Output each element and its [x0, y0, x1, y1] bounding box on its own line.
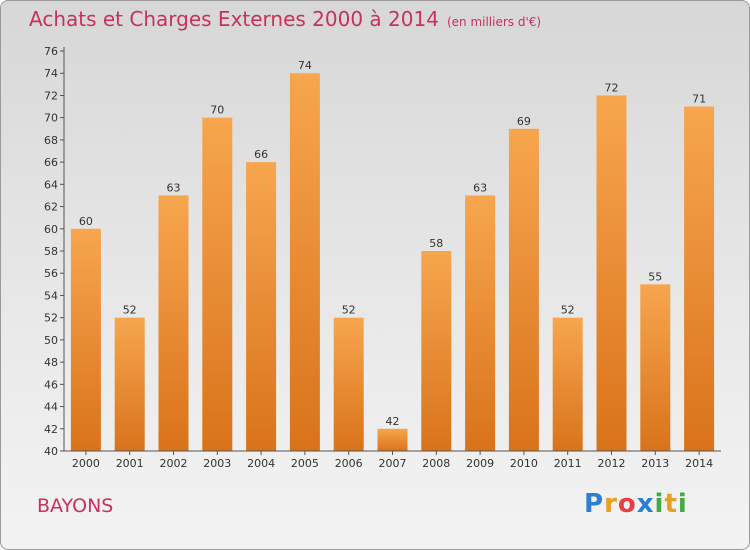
- bar-value-label: 66: [254, 148, 268, 161]
- y-tick-label: 66: [44, 156, 58, 169]
- x-tick-label: 2005: [291, 457, 319, 470]
- y-tick-label: 70: [44, 112, 58, 125]
- bar: [684, 106, 715, 452]
- x-tick-label: 2002: [160, 457, 188, 470]
- bar: [465, 195, 496, 451]
- x-tick-label: 2006: [335, 457, 363, 470]
- bar: [421, 251, 452, 451]
- x-tick-label: 2009: [466, 457, 494, 470]
- bar-value-label: 52: [561, 304, 575, 317]
- x-tick-label: 2007: [379, 457, 407, 470]
- logo-letter: i: [654, 489, 665, 519]
- bar: [640, 284, 671, 451]
- x-tick-label: 2010: [510, 457, 538, 470]
- chart-title-text: Achats et Charges Externes 2000 à 2014: [29, 7, 439, 31]
- bar-value-label: 71: [692, 93, 706, 106]
- y-tick-label: 50: [44, 334, 58, 347]
- y-tick-label: 42: [44, 423, 58, 436]
- bar-value-label: 63: [473, 181, 487, 194]
- x-tick-label: 2014: [685, 457, 713, 470]
- bar-value-label: 69: [517, 115, 531, 128]
- logo-letter: r: [604, 489, 618, 519]
- logo-letter: o: [617, 489, 637, 519]
- bar-value-label: 58: [429, 237, 443, 250]
- y-tick-label: 72: [44, 89, 58, 102]
- bar: [377, 428, 408, 451]
- bar: [70, 228, 101, 451]
- bar-value-label: 74: [298, 59, 312, 72]
- x-tick-label: 2011: [554, 457, 582, 470]
- x-tick-label: 2008: [422, 457, 450, 470]
- logo-letter: t: [664, 489, 678, 519]
- bar: [202, 117, 233, 452]
- place-name: BAYONS: [37, 495, 114, 517]
- x-tick-label: 2004: [247, 457, 275, 470]
- y-tick-label: 44: [44, 401, 58, 414]
- x-tick-label: 2000: [72, 457, 100, 470]
- bar: [333, 317, 364, 451]
- y-tick-label: 68: [44, 134, 58, 147]
- y-tick-label: 54: [44, 289, 58, 302]
- y-tick-label: 64: [44, 178, 58, 191]
- bar: [158, 195, 189, 451]
- logo-letter: P: [584, 489, 605, 519]
- x-tick-label: 2003: [203, 457, 231, 470]
- bar-value-label: 72: [605, 81, 619, 94]
- y-tick-label: 76: [44, 45, 58, 58]
- bar-value-label: 52: [123, 304, 137, 317]
- bar: [596, 95, 627, 451]
- x-tick-label: 2012: [598, 457, 626, 470]
- y-tick-label: 52: [44, 312, 58, 325]
- bar: [552, 317, 583, 451]
- logo-letter: x: [636, 489, 655, 519]
- y-tick-label: 48: [44, 356, 58, 369]
- bar-value-label: 70: [210, 104, 224, 117]
- logo-letter: i: [677, 489, 688, 519]
- bar: [289, 73, 320, 451]
- y-tick-label: 62: [44, 201, 58, 214]
- bar-value-label: 42: [386, 415, 400, 428]
- y-tick-label: 60: [44, 223, 58, 236]
- bar: [508, 128, 539, 451]
- y-tick-label: 74: [44, 67, 58, 80]
- y-tick-label: 56: [44, 267, 58, 280]
- bar: [246, 162, 277, 451]
- bar-value-label: 60: [79, 215, 93, 228]
- y-tick-label: 58: [44, 245, 58, 258]
- y-tick-label: 40: [44, 445, 58, 458]
- bar-value-label: 55: [648, 270, 662, 283]
- chart-subtitle: (en milliers d'€): [446, 15, 542, 29]
- chart-title: Achats et Charges Externes 2000 à 2014 (e…: [29, 7, 541, 31]
- proxiti-logo: Proxiti: [584, 489, 688, 519]
- bar: [114, 317, 145, 451]
- bar-value-label: 63: [167, 181, 181, 194]
- bar-value-label: 52: [342, 304, 356, 317]
- x-tick-label: 2001: [116, 457, 144, 470]
- x-tick-label: 2013: [641, 457, 669, 470]
- y-tick-label: 46: [44, 378, 58, 391]
